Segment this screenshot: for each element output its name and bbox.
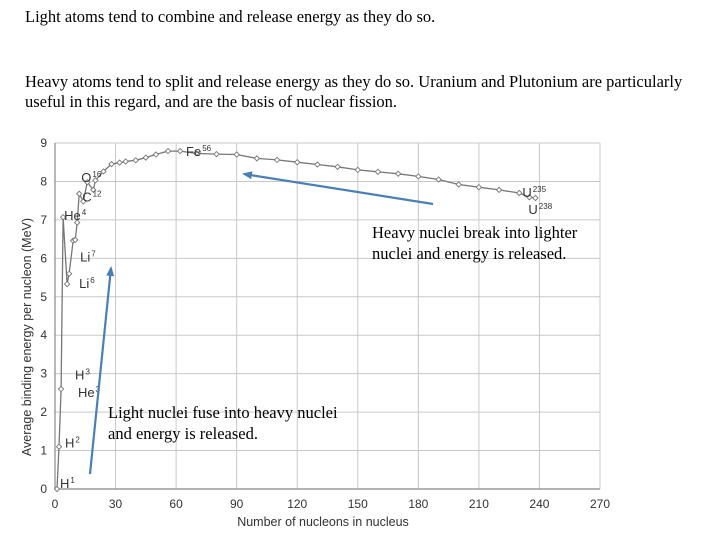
isotope-mass-number: 6 [90,276,95,285]
data-point [394,170,402,177]
y-tick-label: 0 [40,482,47,496]
data-point [100,168,107,175]
isotope-mass-number: 2 [75,436,80,445]
isotope-mass-number: 238 [539,202,553,211]
data-point [142,154,150,161]
data-point [374,168,382,176]
data-point [152,151,160,158]
isotope-mass-number: 3 [85,367,90,376]
data-point [213,150,220,158]
data-point [233,151,240,158]
y-tick-label: 3 [40,367,47,381]
isotope-label: Li6 [79,276,95,291]
data-point [65,270,73,277]
isotope-label: C12 [82,190,102,205]
data-point [516,189,523,197]
data-point [122,158,129,165]
y-tick-label: 5 [40,290,47,304]
data-point [84,178,91,186]
data-point [80,198,87,205]
x-tick-label: 150 [348,497,368,511]
data-point [71,236,79,244]
isotope-mass-number: 4 [82,208,87,217]
axes [54,143,600,490]
x-tick-label: 120 [287,497,307,511]
y-tick-label: 4 [40,328,47,342]
data-point [293,158,301,166]
data-point [314,161,321,168]
y-tick-label: 6 [40,251,47,265]
data-point [495,186,503,194]
data-point [475,183,483,191]
binding-energy-curve [53,147,539,493]
x-tick-label: 0 [52,497,59,511]
y-tick-label: 7 [40,213,47,227]
data-point [53,485,61,493]
data-point [435,176,442,183]
data-point [90,186,97,194]
light-fusion-arrow [88,266,115,475]
data-point [116,159,123,166]
isotope-mass-number: 7 [91,250,96,259]
data-point [532,194,539,202]
data-point [75,190,83,197]
data-point [253,155,261,162]
data-point [73,219,81,226]
light-nuclei-annotation: Light nuclei fuse into heavy nuclei and … [108,403,338,443]
data-point [334,163,341,171]
isotope-label: U238 [528,202,552,217]
x-tick-label: 30 [109,497,123,511]
isotope-mass-number: 1 [70,476,75,485]
isotope-label: Li7 [80,250,96,265]
x-tick-label: 210 [469,497,489,511]
isotope-label: H2 [65,436,80,451]
y-axis-label: Average binding energy per nucleon (MeV) [20,218,34,456]
y-tick-label: 1 [40,444,47,458]
isotope-label: He4 [64,208,87,223]
x-tick-label: 240 [529,497,549,511]
y-tick-label: 8 [40,174,47,188]
y-tick-label: 9 [40,136,47,150]
data-point [132,157,139,164]
isotope-mass-number: 235 [533,185,547,194]
x-tick-label: 90 [230,497,244,511]
heavy-split-arrow [242,171,434,206]
data-point [92,177,99,184]
data-point [55,443,63,450]
isotope-mass-number: 56 [202,144,211,153]
x-tick-label: 180 [408,497,428,511]
x-tick-label: 270 [590,497,610,511]
isotope-label: H3 [75,367,90,382]
data-point [193,150,200,157]
data-point [176,147,184,155]
isotope-mass-number: 12 [93,190,102,199]
isotope-label: Fe56 [186,144,212,159]
data-point [415,173,422,180]
data-point [108,160,115,168]
heavy-nuclei-annotation: Heavy nuclei break into lighter nuclei a… [372,223,578,263]
x-tick-label: 60 [169,497,183,511]
data-point [526,193,533,201]
isotope-label: O16 [81,170,102,185]
data-point [273,156,281,164]
heavy-atoms-text: Heavy atoms tend to split and release en… [25,72,683,111]
data-point [59,213,67,221]
isotope-mass-number: 16 [92,170,101,179]
data-point [354,166,362,174]
data-point [63,280,71,288]
data-point [164,147,172,155]
light-atoms-text: Light atoms tend to combine and release … [25,7,436,26]
x-axis-label: Number of nucleons in nucleus [237,515,409,529]
data-point [455,181,462,188]
y-tick-label: 2 [40,405,47,419]
data-point [57,385,65,393]
